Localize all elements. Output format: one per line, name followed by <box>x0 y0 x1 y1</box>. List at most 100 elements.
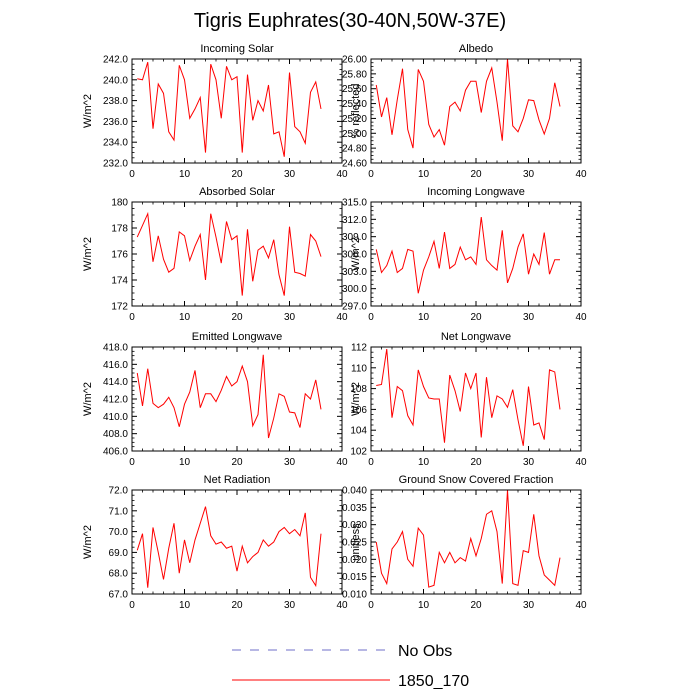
y-tick-label: 25.60 <box>342 84 367 95</box>
x-tick-label: 20 <box>470 169 482 180</box>
plot-frame <box>131 346 343 452</box>
y-axis-label: % reflected <box>350 83 362 138</box>
x-tick-label: 40 <box>336 312 348 323</box>
y-tick-label: 0.020 <box>342 555 367 566</box>
y-axis-label: W/m^2 <box>350 382 362 416</box>
x-tick-label: 10 <box>179 600 191 611</box>
x-tick-label: 0 <box>129 312 135 323</box>
y-tick-label: 412.0 <box>103 395 128 406</box>
y-tick-label: 112 <box>351 343 367 354</box>
y-tick-label: 25.40 <box>342 99 367 110</box>
y-tick-label: 0.035 <box>342 503 367 514</box>
x-tick-label: 10 <box>418 600 430 611</box>
y-tick-label: 236.0 <box>103 117 128 128</box>
plot-frame <box>131 489 343 595</box>
panel-title: Absorbed Solar <box>199 186 275 198</box>
panel-title: Albedo <box>459 43 493 55</box>
y-tick-label: 24.60 <box>342 159 367 170</box>
panel-1: Incoming Solar W/m^2 0 10 20 30 40 232.0 234.0 23… <box>82 43 348 180</box>
x-tick-label: 0 <box>129 600 135 611</box>
x-tick-label: 20 <box>470 312 482 323</box>
y-tick-label: 102 <box>350 447 367 458</box>
x-tick-label: 20 <box>231 457 243 468</box>
y-tick-label: 312.0 <box>342 215 367 226</box>
x-tick-label: 10 <box>179 457 191 468</box>
panel-title: Emitted Longwave <box>192 331 283 343</box>
y-tick-label: 303.0 <box>342 267 367 278</box>
y-tick-label: 174 <box>111 276 128 287</box>
y-tick-label: 300.0 <box>342 284 367 295</box>
y-tick-label: 178 <box>111 224 128 235</box>
panel-4: Incoming Longwave W/m^2 0 10 20 30 40 297.0 300.… <box>342 186 587 323</box>
series-line-1850-170 <box>375 216 560 294</box>
x-tick-label: 30 <box>523 457 535 468</box>
x-tick-label: 0 <box>368 457 374 468</box>
series-line-1850-170 <box>136 506 322 588</box>
panel-title: Incoming Solar <box>200 43 274 55</box>
panel-5: Emitted Longwave W/m^2 0 10 20 30 40 406.0 408.0… <box>82 331 348 468</box>
series-line-1850-170 <box>376 349 561 446</box>
y-axis-label: W/m^2 <box>82 237 94 271</box>
panel-title: Net Longwave <box>441 331 511 343</box>
y-axis-label: W/m^2 <box>350 237 362 271</box>
plot-frame <box>370 489 582 595</box>
y-axis-label: W/m^2 <box>82 382 94 416</box>
series-line-1850-170 <box>136 211 322 296</box>
x-tick-label: 40 <box>575 600 587 611</box>
y-tick-label: 232.0 <box>103 159 128 170</box>
series-line-1850-170 <box>375 489 561 588</box>
x-tick-label: 30 <box>523 312 535 323</box>
panel-title: Net Radiation <box>204 474 271 486</box>
panel-8: Ground Snow Covered Fraction unitless 0 10 2… <box>342 474 587 611</box>
y-tick-label: 315.0 <box>342 198 367 209</box>
y-tick-label: 70.0 <box>109 527 129 538</box>
panel-7: Net Radiation W/m^2 0 10 20 30 40 67.0 68.0 69.0 7… <box>82 474 348 611</box>
y-tick-label: 172 <box>111 302 128 313</box>
x-tick-label: 30 <box>284 169 296 180</box>
x-tick-label: 20 <box>231 312 243 323</box>
y-tick-label: 108 <box>350 384 367 395</box>
x-tick-label: 10 <box>418 312 430 323</box>
y-tick-label: 242.0 <box>103 55 128 66</box>
legend: No Obs 1850_170 <box>232 643 469 690</box>
y-tick-label: 104 <box>350 426 367 437</box>
panel-6: Net Longwave W/m^2 0 10 20 30 40 102 104 106 108 11… <box>350 331 587 468</box>
x-tick-label: 30 <box>284 457 296 468</box>
x-tick-label: 40 <box>336 457 348 468</box>
x-tick-label: 30 <box>284 600 296 611</box>
y-tick-label: 106 <box>350 405 367 416</box>
y-tick-label: 0.040 <box>342 486 367 497</box>
panel-3: Absorbed Solar W/m^2 0 10 20 30 40 172 174 176 178… <box>82 186 348 323</box>
y-tick-label: 24.80 <box>342 144 367 155</box>
plot-frame <box>370 201 582 307</box>
x-tick-label: 10 <box>179 312 191 323</box>
panel-title: Incoming Longwave <box>427 186 525 198</box>
y-axis-label: unitless <box>350 523 362 561</box>
plot-frame <box>370 346 582 452</box>
y-tick-label: 0.030 <box>342 520 367 531</box>
y-tick-label: 418.0 <box>103 343 128 354</box>
panel-title: Ground Snow Covered Fraction <box>399 474 554 486</box>
y-tick-label: 72.0 <box>109 486 129 497</box>
x-tick-label: 0 <box>368 312 374 323</box>
x-tick-label: 20 <box>470 457 482 468</box>
y-tick-label: 0.015 <box>342 572 367 583</box>
y-tick-label: 67.0 <box>109 590 129 601</box>
x-tick-label: 30 <box>523 169 535 180</box>
x-tick-label: 40 <box>575 457 587 468</box>
y-tick-label: 180 <box>111 198 128 209</box>
x-tick-label: 0 <box>368 600 374 611</box>
y-axis-label: W/m^2 <box>82 525 94 559</box>
x-tick-label: 0 <box>129 457 135 468</box>
y-tick-label: 0.010 <box>342 590 367 601</box>
y-tick-label: 176 <box>111 250 128 261</box>
x-tick-label: 40 <box>336 600 348 611</box>
y-tick-label: 238.0 <box>103 96 128 107</box>
legend-label-1850-170: 1850_170 <box>398 673 469 690</box>
y-tick-label: 410.0 <box>103 412 128 423</box>
y-tick-label: 25.00 <box>342 129 367 140</box>
y-tick-label: 0.025 <box>342 538 367 549</box>
y-tick-label: 406.0 <box>103 447 128 458</box>
figure-title: Tigris Euphrates(30-40N,50W-37E) <box>194 10 506 32</box>
